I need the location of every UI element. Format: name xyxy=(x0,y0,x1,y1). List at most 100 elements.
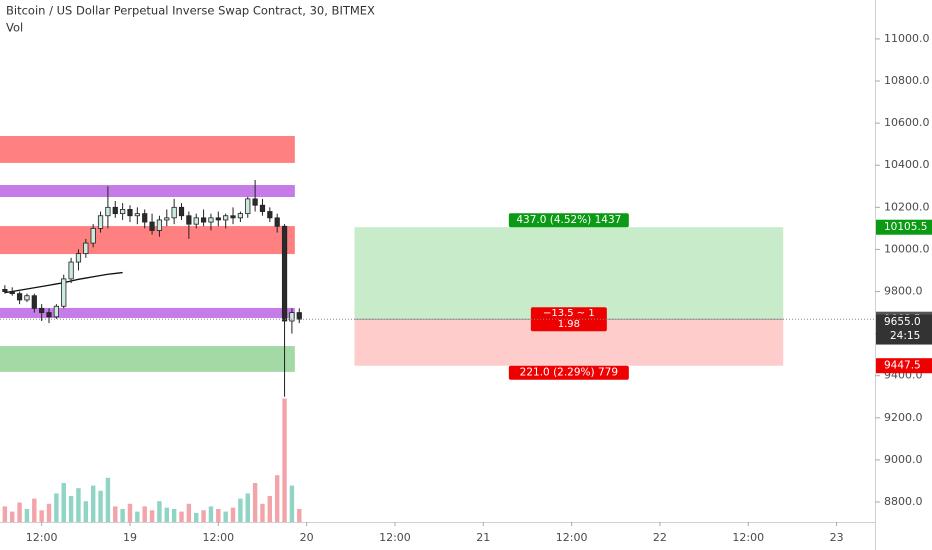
candle-body xyxy=(83,242,89,255)
volume-bar xyxy=(17,502,22,522)
candle-body xyxy=(112,206,118,215)
price-tag: 9655.0 xyxy=(884,316,921,328)
x-tick-label: 12:00 xyxy=(202,531,234,544)
y-tick-label: 9800.0 xyxy=(884,285,923,298)
volume-bar xyxy=(32,498,37,522)
volume-bar xyxy=(61,483,66,522)
target-tag-bg xyxy=(508,213,629,228)
volume-bar xyxy=(208,506,214,522)
volume-bar xyxy=(24,509,30,522)
volume-bar xyxy=(120,509,125,522)
volume-bar xyxy=(289,485,295,522)
candle-body xyxy=(39,307,45,313)
volume-bar xyxy=(201,510,206,522)
center-tag: 1.98 xyxy=(558,319,580,330)
volume-bar xyxy=(252,483,258,522)
volume-bar xyxy=(267,496,273,522)
candle-body xyxy=(149,221,155,231)
volume-bar xyxy=(83,501,89,522)
candle-body xyxy=(267,211,273,219)
candle-body xyxy=(164,217,170,221)
candle-body xyxy=(75,253,82,263)
x-tick-label: 12:00 xyxy=(556,531,588,544)
volume-bar xyxy=(149,510,155,522)
y-tick-label: 9000.0 xyxy=(884,453,923,466)
zone xyxy=(0,226,295,255)
price-tag-bg xyxy=(876,219,932,235)
y-tick-label: 10200.0 xyxy=(884,200,930,213)
candle-body xyxy=(274,217,280,227)
volume-bar xyxy=(179,511,184,522)
volume-bar xyxy=(90,485,96,522)
candle-body xyxy=(289,312,295,322)
candle-body xyxy=(97,215,104,229)
x-tick-label: 19 xyxy=(123,531,137,544)
x-tick-label: 21 xyxy=(476,531,490,544)
volume-bar xyxy=(282,398,287,522)
candle-body xyxy=(2,289,8,292)
price-tag: 10105.5 xyxy=(884,221,927,233)
candle-body xyxy=(200,217,207,223)
center-tag-bg xyxy=(530,307,607,332)
x-tick-label: 22 xyxy=(653,531,667,544)
candle-body xyxy=(215,217,221,221)
candle-body xyxy=(208,217,214,223)
candle-body xyxy=(252,198,258,206)
volume-bar xyxy=(260,503,265,522)
volume-bar xyxy=(171,509,177,522)
volume-bar xyxy=(230,507,236,522)
volume-bar xyxy=(46,503,52,522)
volume-bar xyxy=(39,510,44,522)
candle-body xyxy=(259,204,266,212)
stop-tag: 221.0 (2.29%) 779 xyxy=(520,367,618,379)
y-tick-label: 10000.0 xyxy=(884,242,930,255)
zone xyxy=(0,185,295,198)
candle-body xyxy=(186,215,192,225)
volume-label: Vol xyxy=(6,21,23,35)
volume-bar xyxy=(186,503,192,522)
candle-body xyxy=(296,312,302,320)
candle-body xyxy=(105,206,111,217)
volume-bar xyxy=(142,506,147,522)
candle-body xyxy=(134,213,140,217)
candle-body xyxy=(171,206,177,219)
candle-body xyxy=(31,295,37,309)
candle-body xyxy=(68,261,74,280)
zone xyxy=(0,346,295,372)
chart-title: Bitcoin / US Dollar Perpetual Inverse Sw… xyxy=(6,4,375,18)
x-tick-label: 12:00 xyxy=(379,531,411,544)
x-tick-label: 23 xyxy=(830,531,844,544)
volume-bar xyxy=(194,512,199,522)
x-tick-label: 20 xyxy=(300,531,314,544)
candle-body xyxy=(245,198,251,215)
volume-bar xyxy=(10,511,15,522)
candle-body xyxy=(46,312,52,318)
candle-body xyxy=(24,295,30,301)
target-tag: 437.0 (4.52%) 1437 xyxy=(516,214,621,226)
candle-body xyxy=(230,215,236,219)
candle-body xyxy=(156,219,163,231)
y-tick-label: 11000.0 xyxy=(884,32,930,45)
candle-body xyxy=(237,213,243,219)
candle-body xyxy=(9,291,15,295)
price-tag-bg xyxy=(876,314,932,345)
volume-bar xyxy=(135,511,140,522)
stop-tag-bg xyxy=(508,365,629,380)
volume-bar xyxy=(76,488,81,522)
volume-bar xyxy=(68,496,74,522)
candle-body xyxy=(127,209,133,217)
y-tick-label: 8800.0 xyxy=(884,495,923,508)
volume-bar xyxy=(127,503,133,522)
candle-body xyxy=(281,225,288,322)
volume-bar xyxy=(245,493,250,522)
volume-bar xyxy=(98,490,103,522)
candle-body xyxy=(53,305,59,318)
y-tick-label: 10800.0 xyxy=(884,74,930,87)
candle-body xyxy=(178,206,185,217)
plot: 437.0 (4.52%) 1437 221.0 (2.29%) 779 −13.5… xyxy=(0,135,875,522)
volume-bar xyxy=(2,506,8,522)
volume-bar xyxy=(274,475,280,522)
zone xyxy=(0,135,295,163)
